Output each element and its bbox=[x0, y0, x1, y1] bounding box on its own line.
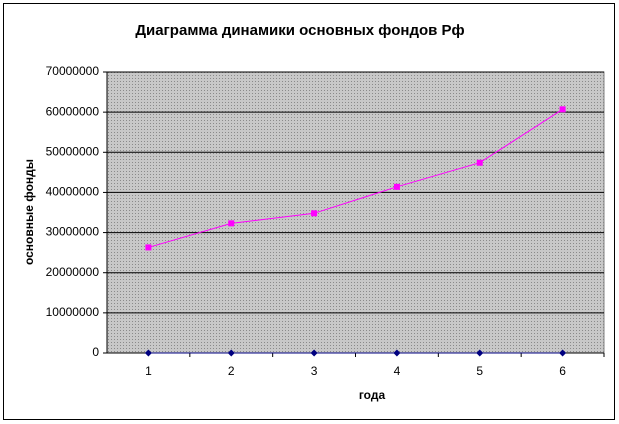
y-tick-label: 70000000 bbox=[46, 64, 100, 78]
y-tick-label: 60000000 bbox=[46, 104, 100, 118]
point-marker bbox=[227, 349, 235, 357]
point-marker bbox=[310, 349, 318, 357]
x-tick-label: 4 bbox=[394, 364, 401, 378]
chart-title: Диаграмма динамики основных фондов Рф bbox=[135, 22, 464, 39]
point-marker bbox=[311, 210, 318, 217]
point-marker bbox=[228, 220, 235, 227]
y-tick-label: 20000000 bbox=[46, 265, 100, 279]
y-tick-label: 40000000 bbox=[46, 185, 100, 199]
x-tick-label: 1 bbox=[145, 364, 152, 378]
series-line bbox=[148, 108, 563, 248]
plot-area bbox=[106, 71, 605, 354]
y-tick-label: 50000000 bbox=[46, 144, 100, 158]
x-tick-label: 6 bbox=[559, 364, 566, 378]
point-marker bbox=[145, 244, 152, 251]
y-axis-label: основные фонды bbox=[22, 159, 36, 265]
x-tick-label: 2 bbox=[228, 364, 235, 378]
y-tick-label: 30000000 bbox=[46, 225, 100, 239]
point-marker bbox=[476, 159, 483, 166]
x-axis-label: года bbox=[359, 388, 386, 402]
y-tick-label: 10000000 bbox=[46, 305, 100, 319]
x-tick-label: 3 bbox=[311, 364, 318, 378]
point-marker bbox=[559, 349, 567, 357]
x-tick-label: 5 bbox=[476, 364, 483, 378]
point-marker bbox=[559, 106, 566, 113]
point-marker bbox=[393, 349, 401, 357]
point-marker bbox=[393, 183, 400, 190]
point-marker bbox=[476, 349, 484, 357]
point-marker bbox=[144, 349, 152, 357]
y-tick-label: 0 bbox=[92, 345, 99, 359]
